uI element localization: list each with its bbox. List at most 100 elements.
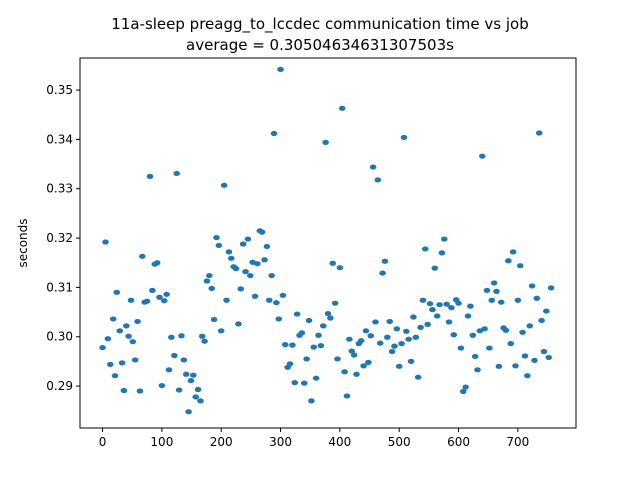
data-point: [190, 372, 197, 378]
data-point: [414, 374, 422, 380]
data-point: [263, 243, 271, 250]
data-point: [365, 359, 372, 365]
data-point: [171, 352, 178, 359]
data-point: [201, 338, 208, 344]
data-point: [291, 380, 299, 386]
data-point: [426, 301, 434, 307]
data-point: [232, 266, 240, 272]
data-point: [146, 173, 154, 179]
data-point: [374, 177, 382, 183]
data-point: [521, 353, 529, 359]
data-point: [180, 357, 188, 363]
data-point: [104, 336, 112, 342]
data-point: [156, 294, 163, 300]
data-point: [143, 298, 151, 304]
data-point: [505, 258, 512, 264]
data-point: [509, 249, 517, 255]
data-point: [139, 253, 146, 259]
data-point: [319, 323, 327, 329]
data-point: [398, 341, 405, 347]
x-tick-label: 0: [99, 435, 107, 449]
data-point: [436, 302, 443, 308]
data-point: [111, 373, 119, 379]
data-point: [165, 367, 173, 373]
data-point: [258, 229, 266, 235]
data-point: [206, 272, 213, 279]
data-point: [244, 236, 252, 242]
data-point: [327, 315, 334, 321]
data-point: [395, 363, 403, 369]
data-point: [419, 297, 427, 303]
data-point: [547, 285, 555, 291]
x-tick-label: 100: [150, 435, 173, 449]
data-point: [122, 323, 130, 329]
y-axis-label: seconds: [16, 218, 30, 267]
data-point: [223, 297, 230, 303]
x-tick-label: 200: [210, 435, 233, 449]
data-point: [424, 321, 431, 327]
data-point: [483, 287, 491, 293]
y-tick-label: 0.34: [46, 132, 73, 146]
data-point: [160, 298, 168, 304]
data-point: [462, 384, 469, 390]
data-point: [388, 348, 396, 355]
data-point: [429, 307, 436, 313]
chart-title: 11a-sleep preagg_to_lccdec communication…: [111, 15, 528, 34]
plot-frame: [79, 57, 577, 429]
data-point: [488, 297, 496, 303]
data-point: [431, 265, 439, 271]
data-point: [350, 352, 358, 358]
data-point: [343, 393, 351, 399]
data-point: [341, 369, 348, 375]
y-tick-label: 0.29: [46, 379, 73, 393]
data-point: [535, 130, 543, 136]
data-point: [526, 323, 534, 329]
data-point: [203, 278, 211, 284]
data-point: [182, 371, 190, 377]
data-point: [286, 361, 294, 367]
data-point: [474, 367, 481, 373]
data-point: [298, 330, 306, 336]
data-point: [273, 300, 280, 306]
data-point: [246, 272, 254, 279]
data-point: [400, 134, 408, 141]
data-point: [210, 316, 218, 323]
data-point: [254, 261, 261, 267]
data-point: [490, 280, 498, 286]
data-point: [391, 343, 398, 349]
data-point: [379, 270, 386, 276]
data-point: [322, 139, 329, 145]
data-point: [469, 332, 477, 338]
data-point: [158, 382, 166, 389]
data-point: [102, 239, 109, 245]
data-point: [118, 360, 126, 366]
data-point: [198, 333, 206, 339]
data-point: [261, 257, 268, 263]
data-point: [173, 170, 181, 177]
data-point: [270, 130, 278, 137]
data-point: [422, 246, 429, 252]
data-point: [457, 345, 465, 351]
data-point: [239, 241, 247, 247]
data-point: [381, 258, 389, 264]
data-point: [336, 265, 344, 271]
data-point: [405, 336, 412, 342]
data-point: [289, 342, 296, 348]
data-point: [120, 387, 128, 394]
data-point: [227, 255, 235, 261]
x-tick-label: 300: [269, 435, 292, 449]
data-point: [357, 338, 365, 344]
data-point: [303, 356, 310, 362]
data-point: [417, 324, 424, 330]
data-point: [514, 297, 522, 303]
data-point: [376, 340, 384, 346]
data-point: [131, 357, 139, 363]
data-point: [459, 388, 467, 395]
y-tick-label: 0.30: [46, 330, 73, 344]
data-point: [275, 316, 283, 322]
data-point: [329, 260, 337, 266]
data-point: [265, 297, 273, 303]
data-point: [215, 242, 223, 249]
data-point: [293, 311, 301, 317]
data-point: [493, 288, 500, 294]
